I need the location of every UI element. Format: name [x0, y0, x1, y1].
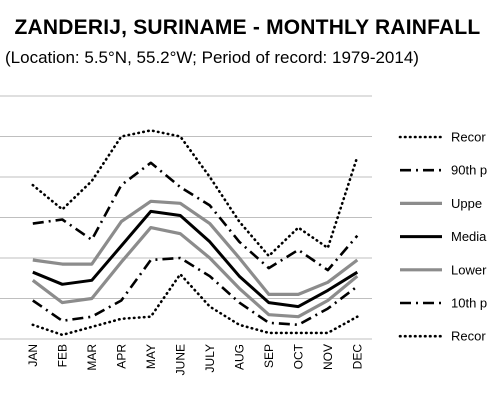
x-tick-label: FEB — [55, 344, 69, 367]
series-line-6 — [32, 256, 359, 327]
legend-label: 90th p — [451, 163, 487, 178]
legend-label: Lower — [451, 262, 487, 277]
x-tick-label: MAR — [85, 344, 99, 371]
series-lines — [31, 129, 359, 337]
x-tick-label: APR — [114, 344, 128, 369]
legend-label: Uppe — [451, 196, 482, 211]
x-tick-label: DEC — [350, 344, 364, 370]
series-line-1 — [31, 129, 359, 258]
x-tick-label: SEP — [262, 344, 276, 368]
legend-label: Media — [451, 229, 487, 244]
grid-lines — [0, 95, 372, 340]
legend: Recor 90th p Uppe Media Lower 10th p Recor — [398, 130, 487, 344]
series-line-7 — [31, 272, 359, 337]
x-tick-label: AUG — [232, 344, 246, 370]
x-tick-label: JUNE — [173, 344, 187, 375]
legend-label: Recor — [451, 130, 486, 145]
series-line-3 — [32, 199, 359, 296]
x-tick-label: NOV — [321, 344, 335, 370]
x-axis-tick-labels: JAN FEB MAR APR MAY JUNE JULY AUG SEP OCT NOV DEC — [26, 343, 365, 375]
series-line-4 — [32, 209, 359, 309]
series-line-5 — [31, 226, 359, 319]
x-tick-label: JAN — [26, 344, 40, 367]
legend-label: Recor — [451, 329, 486, 344]
x-tick-label: MAY — [144, 344, 158, 369]
series-line-2 — [32, 161, 359, 272]
chart-subtitle: (Location: 5.5°N, 55.2°W; Period of reco… — [5, 48, 419, 67]
chart-title: ZANDERIJ, SURINAME - MONTHLY RAINFALL — [14, 16, 481, 39]
x-tick-label: JULY — [203, 344, 217, 372]
legend-label: 10th p — [451, 296, 487, 311]
x-tick-label: OCT — [291, 343, 305, 369]
